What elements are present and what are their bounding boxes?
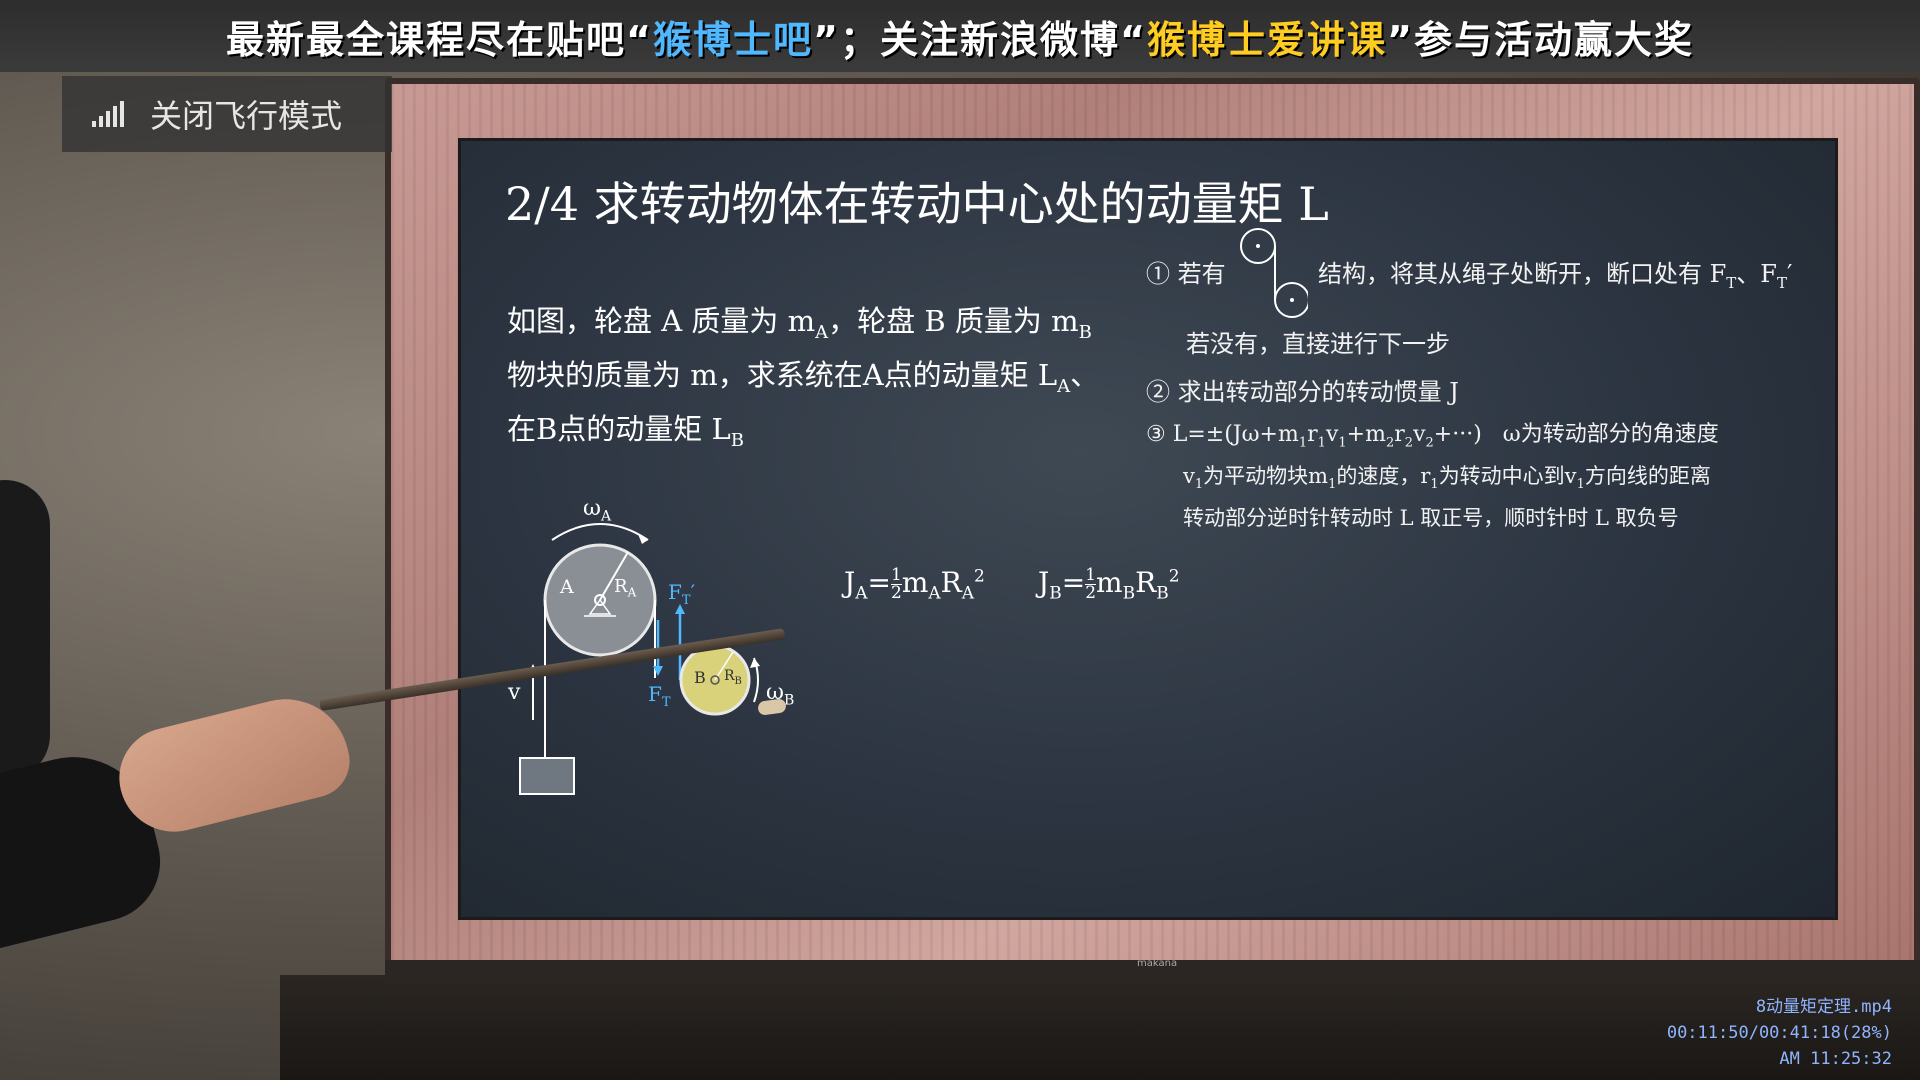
step-3-line-1: ③ L=±(Jω+m1r1v1+m2r2v2+···) ω为转动部分的角速度 bbox=[1146, 422, 1719, 451]
label-wheel-b: B bbox=[694, 668, 706, 687]
pulley-diagram bbox=[519, 523, 760, 795]
step-3-line-3: 转动部分逆时针转动时 L 取正号，顺时针时 L 取负号 bbox=[1183, 506, 1679, 530]
slide-title: 2/4 求转动物体在转动中心处的动量矩 L bbox=[505, 177, 1329, 231]
step-3-line-2: v1为平动物块m1的速度，r1为转动中心到v1方向线的距离 bbox=[1183, 464, 1711, 493]
problem-line-3: 在B点的动量矩 LB bbox=[507, 412, 745, 451]
problem-line-1: 如图，轮盘 A 质量为 mA，轮盘 B 质量为 mB bbox=[507, 304, 1092, 343]
promo-banner: 最新最全课程尽在贴吧“ 猴博士吧 ”；关注新浪微博“ 猴博士爱讲课 ”参与活动赢大奖 bbox=[0, 0, 1920, 72]
block-m bbox=[519, 757, 575, 795]
video-filename: 8动量矩定理.mp4 bbox=[1755, 997, 1892, 1017]
step-2: ② 求出转动部分的转动惯量 J bbox=[1146, 378, 1459, 406]
label-ft: FT bbox=[648, 682, 671, 710]
player-info-overlay: 8动量矩定理.mp4 00:11:50/00:41:18(28%) AM 11:… bbox=[1667, 994, 1892, 1072]
label-radius-a: RA bbox=[614, 576, 637, 600]
label-wheel-a: A bbox=[560, 576, 574, 598]
step-1-line-1: ① 若有 bbox=[1146, 260, 1226, 288]
label-radius-b: RB bbox=[724, 668, 742, 687]
tv-stand bbox=[280, 975, 1920, 1080]
signal-bars-icon bbox=[92, 101, 124, 127]
step-1-line-2: 若没有，直接进行下一步 bbox=[1186, 330, 1450, 358]
omega-a-arrow bbox=[551, 523, 649, 541]
tv-brand-label: makana bbox=[1137, 958, 1178, 969]
chalkboard-screen bbox=[458, 138, 1838, 920]
label-ft-prime: FT′ bbox=[668, 580, 696, 608]
airplane-mode-label: 关闭飞行模式 bbox=[150, 97, 343, 135]
presenter-shadow bbox=[0, 480, 50, 780]
tv-bezel-bottom bbox=[385, 960, 1920, 982]
playback-progress: 00:11:50/00:41:18(28%) bbox=[1666, 1023, 1892, 1043]
formula-ja: JA= 1 2 mARA2 bbox=[844, 565, 985, 604]
airplane-mode-toggle[interactable]: 关闭飞行模式 bbox=[62, 76, 392, 152]
label-velocity: v bbox=[508, 680, 521, 705]
clock-time: AM 11:25:32 bbox=[1779, 1049, 1892, 1069]
formula-jb: JB= 1 2 mBRB2 bbox=[1038, 565, 1180, 604]
label-omega-a: ωA bbox=[583, 496, 612, 525]
problem-line-2: 物块的质量为 m，求系统在A点的动量矩 LA、 bbox=[507, 358, 1100, 397]
step-1-line-1-cont: 结构，将其从绳子处断开，断口处有 FT、FT′ bbox=[1318, 260, 1793, 292]
pulley-structure-icon bbox=[1240, 228, 1308, 318]
